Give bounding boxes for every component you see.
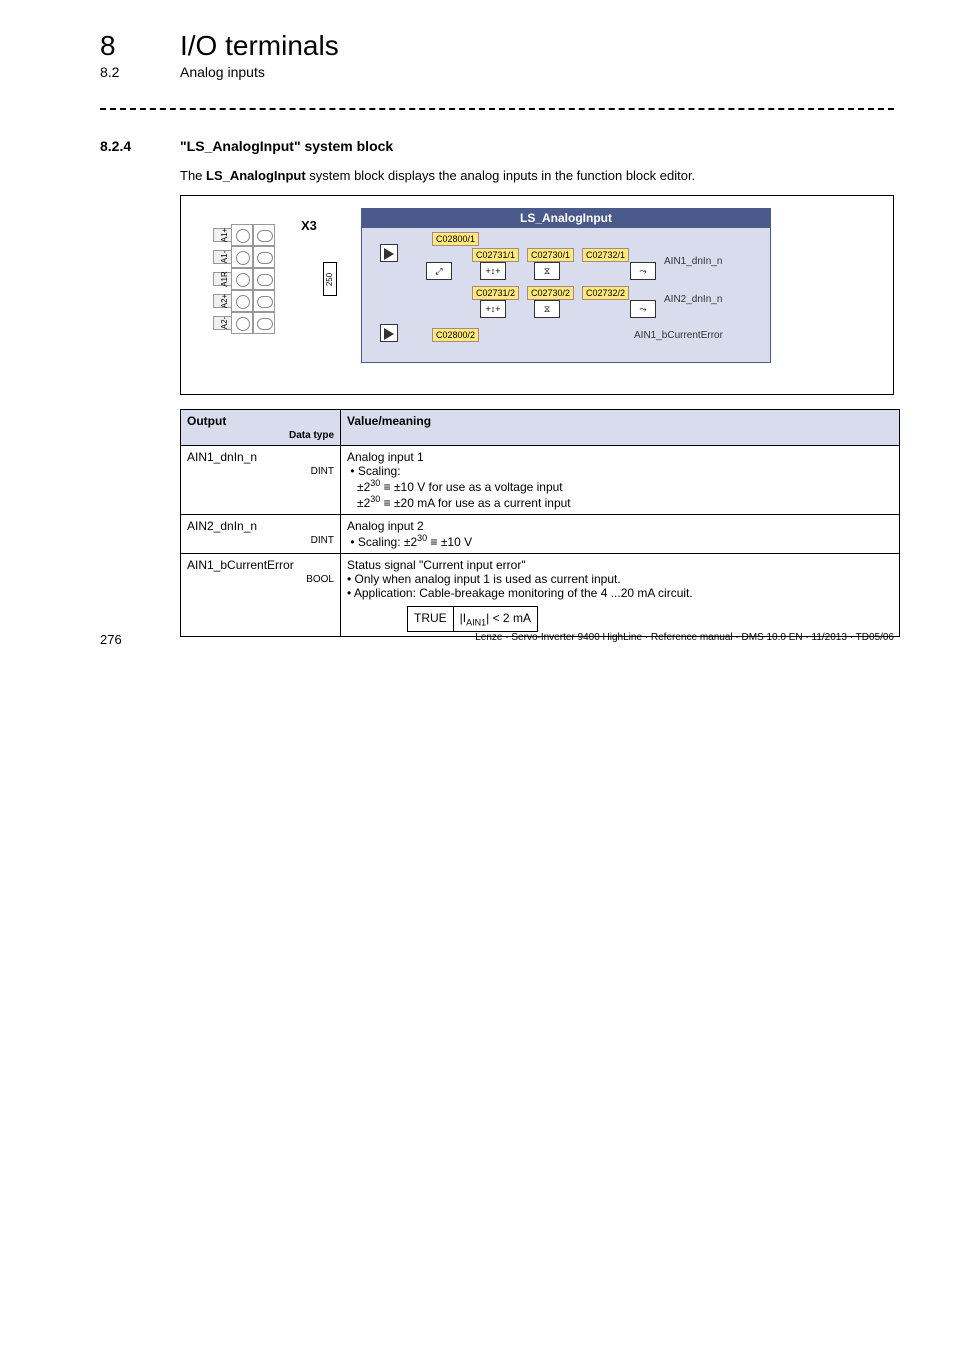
section-header: 8.2.4 "LS_AnalogInput" system block xyxy=(100,138,894,154)
th-datatype: Data type xyxy=(187,430,334,441)
screw-icon xyxy=(231,290,253,312)
output-err: AIN1_bCurrentError xyxy=(634,330,723,341)
screw-icon xyxy=(231,246,253,268)
screw-icon xyxy=(231,268,253,290)
intro-prefix: The xyxy=(180,168,206,183)
buffer-icon xyxy=(380,244,398,262)
output-ain2: AIN2_dnIn_n xyxy=(664,294,722,305)
output-name: AIN1_dnIn_n xyxy=(187,450,257,464)
curve-icon: ⤳ xyxy=(630,262,656,280)
chapter-header: 8 I/O terminals xyxy=(100,30,894,62)
data-type: DINT xyxy=(187,535,334,546)
offset-icon: +↕+ xyxy=(480,300,506,318)
output-name: AIN1_bCurrentError xyxy=(187,558,294,572)
resistor-250: 250 xyxy=(323,262,337,296)
hole-icon xyxy=(253,224,275,246)
buffer-icon xyxy=(380,324,398,342)
sub-title: Analog inputs xyxy=(180,64,265,80)
value-cell: Analog input 1 • Scaling: ±230 ≡ ±10 V f… xyxy=(341,446,900,515)
section-title: "LS_AnalogInput" system block xyxy=(180,138,393,154)
page-number: 276 xyxy=(100,632,122,647)
inner-val: |IAIN1| < 2 mA xyxy=(453,607,537,632)
output-name: AIN2_dnIn_n xyxy=(187,519,257,533)
sub-number: 8.2 xyxy=(100,64,140,80)
param-code: C02800/2 xyxy=(432,328,479,342)
hole-icon xyxy=(253,246,275,268)
divider xyxy=(100,108,894,110)
chapter-number: 8 xyxy=(100,30,140,62)
deadband-icon: ⧖ xyxy=(534,262,560,280)
system-block-title: LS_AnalogInput xyxy=(361,208,771,228)
param-code: C02730/1 xyxy=(527,248,574,262)
curve-icon: ⤳ xyxy=(630,300,656,318)
chapter-title: I/O terminals xyxy=(180,30,339,62)
block-diagram: X3 A1+ A1- A1R A2+ A2- 250 LS_AnalogInpu… xyxy=(180,195,894,395)
param-code: C02731/2 xyxy=(472,286,519,300)
subsection-header: 8.2 Analog inputs xyxy=(100,64,894,80)
io-table: Output Data type Value/meaning AIN1_dnIn… xyxy=(180,409,900,637)
footer-text: Lenze · Servo-Inverter 9400 HighLine · R… xyxy=(475,632,894,647)
deadband-icon: ⧖ xyxy=(534,300,560,318)
offset-icon: +↕+ xyxy=(480,262,506,280)
system-block-body: C02800/1 C02731/1 C02730/1 C02732/1 C027… xyxy=(361,228,771,363)
param-code: C02731/1 xyxy=(472,248,519,262)
param-code: C02730/2 xyxy=(527,286,574,300)
screw-icon xyxy=(231,312,253,334)
value-cell: Analog input 2 • Scaling: ±230 ≡ ±10 V xyxy=(341,515,900,554)
page-footer: 276 Lenze · Servo-Inverter 9400 HighLine… xyxy=(100,632,894,647)
th-output: Output Data type xyxy=(181,410,341,446)
param-code: C02732/2 xyxy=(582,286,629,300)
param-code: C02800/1 xyxy=(432,232,479,246)
data-type: DINT xyxy=(187,466,334,477)
value-cell: Status signal "Current input error" • On… xyxy=(341,554,900,637)
intro-text: The LS_AnalogInput system block displays… xyxy=(180,168,894,183)
inner-key: TRUE xyxy=(408,607,454,632)
output-ain1: AIN1_dnIn_n xyxy=(664,256,722,267)
data-type: BOOL xyxy=(187,574,334,585)
terminal-block: A1+ A1- A1R A2+ A2- xyxy=(217,224,313,356)
table-row: AIN1_dnIn_n DINT Analog input 1 • Scalin… xyxy=(181,446,900,515)
inner-table: TRUE |IAIN1| < 2 mA xyxy=(407,606,538,632)
intro-bold: LS_AnalogInput xyxy=(206,168,306,183)
screw-icon xyxy=(231,224,253,246)
hole-icon xyxy=(253,268,275,290)
intro-suffix: system block displays the analog inputs … xyxy=(306,168,696,183)
filter-icon: ⤢ xyxy=(426,262,452,280)
hole-icon xyxy=(253,290,275,312)
param-code: C02732/1 xyxy=(582,248,629,262)
section-number: 8.2.4 xyxy=(100,138,140,154)
th-value: Value/meaning xyxy=(341,410,900,446)
hole-icon xyxy=(253,312,275,334)
table-row: AIN1_bCurrentError BOOL Status signal "C… xyxy=(181,554,900,637)
table-row: AIN2_dnIn_n DINT Analog input 2 • Scalin… xyxy=(181,515,900,554)
